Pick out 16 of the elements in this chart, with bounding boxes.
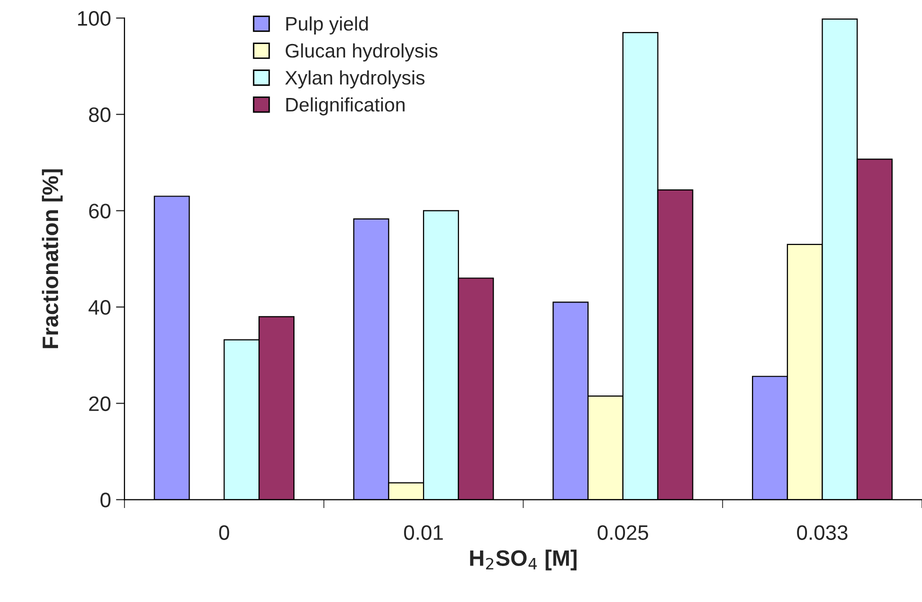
legend-label: Delignification [286,97,405,116]
legend-label: Pulp yield [286,16,368,35]
x-tick-label: 0 [219,525,230,540]
y-axis-title: Fractionation [%] [42,169,63,348]
legend-label: Glucan hydrolysis [286,43,438,62]
x-tick-label: 0.025 [598,525,648,540]
legend-label: Xylan hydrolysis [285,70,425,88]
x-tick-label: 0.01 [404,525,443,540]
y-tick-label: 60 [89,204,110,218]
y-tick-label: 80 [89,107,110,122]
y-tick-label: 40 [88,300,110,315]
y-tick-label: 100 [78,11,110,26]
x-axis-title: H$_{2}$SO$_{4}$ [M] [470,550,577,570]
y-tick-label: 20 [89,396,110,412]
y-tick-label: 0 [100,492,110,508]
x-tick-label: 0.033 [797,525,848,540]
